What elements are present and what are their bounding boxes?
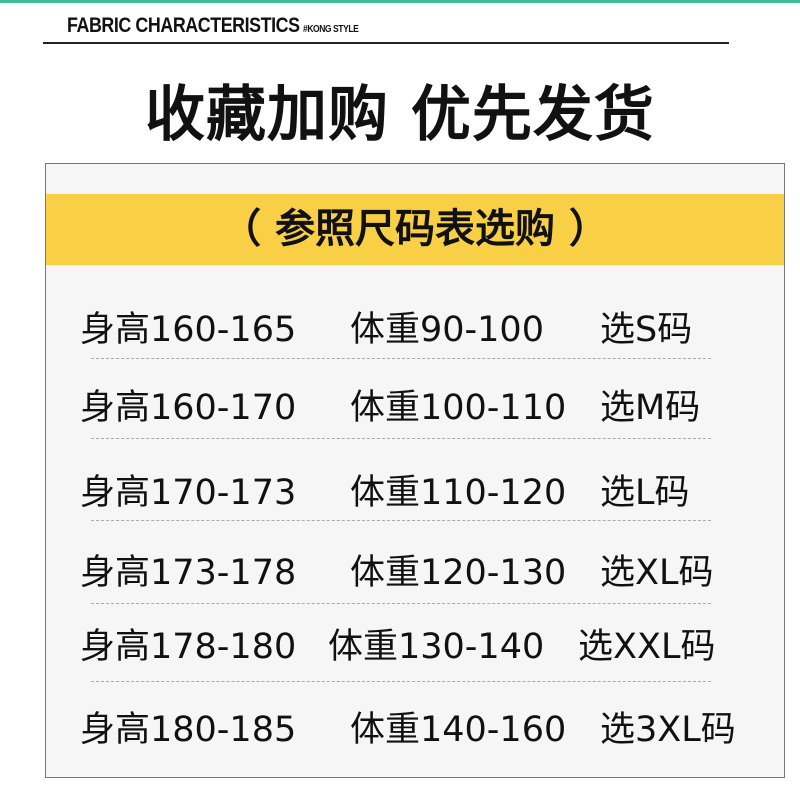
- size-row: 身高160-170 体重100-110 选M码: [46, 379, 784, 428]
- row-size: 选XL码: [600, 553, 714, 593]
- row-weight: 体重140-160: [350, 710, 567, 750]
- size-row: 身高180-185 体重140-160 选3XL码: [46, 701, 784, 750]
- row-height: 身高160-165: [80, 310, 297, 350]
- size-chart: （ 参照尺码表选购 ） 身高160-165 体重90-100 选S码身高160-17…: [45, 163, 785, 778]
- row-divider: [91, 603, 711, 604]
- divider: [43, 42, 729, 44]
- row-weight: 体重90-100: [350, 310, 544, 350]
- row-height: 身高170-173: [80, 473, 297, 513]
- row-height: 身高178-180: [80, 627, 297, 667]
- size-row: 身高173-178 体重120-130 选XL码: [46, 544, 784, 593]
- row-height: 身高180-185: [80, 710, 297, 750]
- row-size: 选S码: [600, 310, 693, 350]
- headline: 收藏加购 优先发货: [145, 80, 655, 150]
- size-row: 身高160-165 体重90-100 选S码: [46, 301, 784, 350]
- row-divider: [91, 681, 711, 682]
- brand-title: FABRIC CHARACTERISTICS #KONG STYLE: [67, 14, 359, 38]
- row-size: 选XXL码: [578, 627, 716, 667]
- row-weight: 体重130-140: [328, 627, 545, 667]
- row-height: 身高173-178: [80, 553, 297, 593]
- row-divider: [91, 520, 711, 521]
- row-size: 选L码: [600, 473, 690, 513]
- row-weight: 体重100-110: [350, 388, 567, 428]
- size-row: 身高178-180 体重130-140 选XXL码: [46, 618, 784, 667]
- size-row: 身高170-173 体重110-120 选L码: [46, 464, 784, 513]
- row-divider: [91, 358, 711, 359]
- brand-text: FABRIC CHARACTERISTICS: [67, 14, 300, 37]
- row-weight: 体重110-120: [350, 473, 567, 513]
- brand-tag: #KONG STYLE: [303, 24, 359, 35]
- row-divider: [91, 438, 711, 439]
- row-height: 身高160-170: [80, 388, 297, 428]
- row-size: 选3XL码: [600, 710, 736, 750]
- row-size: 选M码: [600, 388, 701, 428]
- row-weight: 体重120-130: [350, 553, 567, 593]
- top-accent-line: [0, 0, 800, 3]
- size-chart-title: （ 参照尺码表选购 ）: [46, 194, 784, 265]
